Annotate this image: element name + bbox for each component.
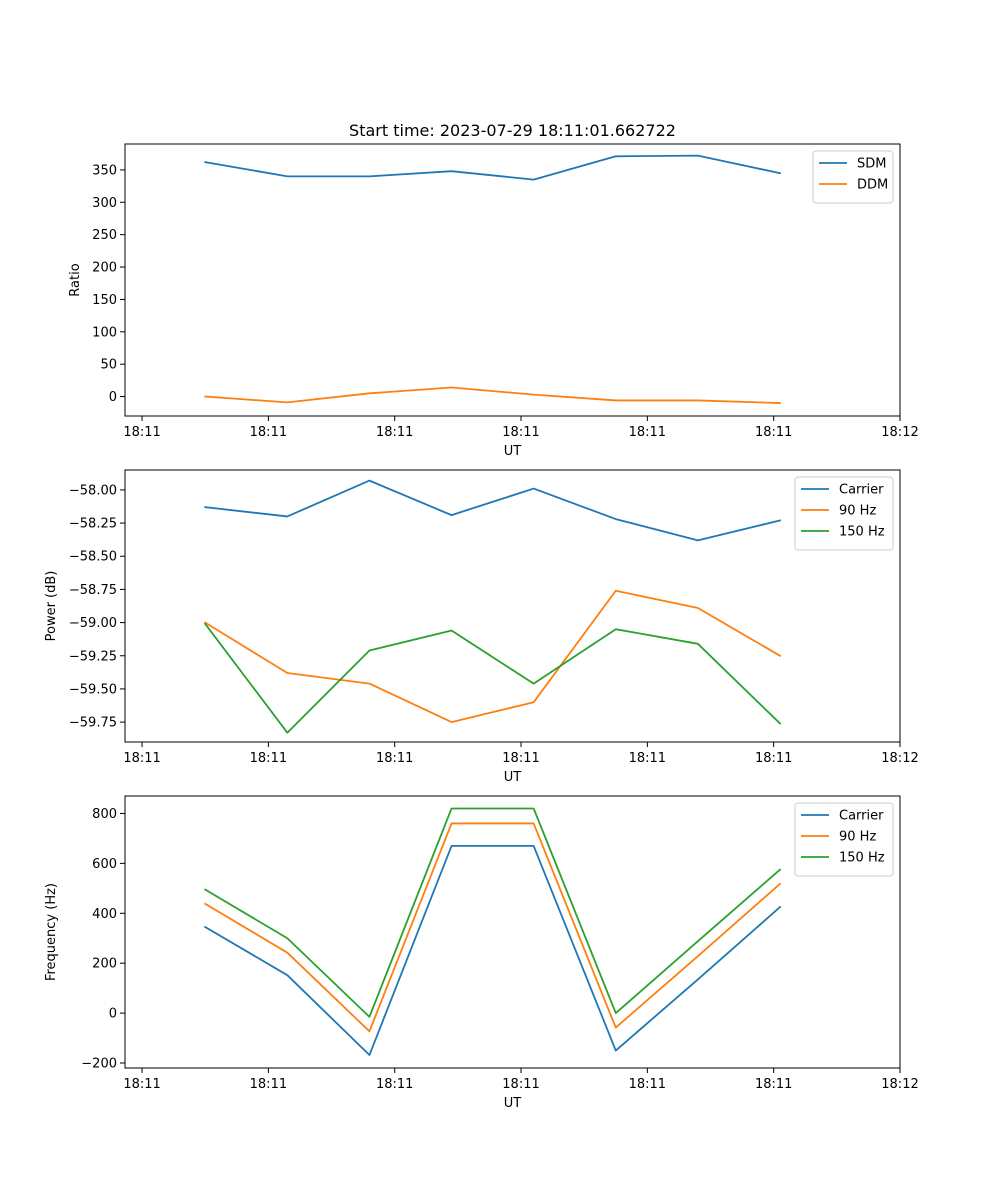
y-tick-label: 50: [100, 358, 117, 373]
x-tick-label: 18:11: [123, 1077, 160, 1092]
legend-label: SDM: [857, 157, 886, 172]
legend: Carrier 90 Hz 150 Hz: [794, 476, 894, 551]
x-tick-label: 18:12: [881, 425, 918, 440]
y-tick-label: 0: [109, 390, 117, 405]
x-tick-label: 18:11: [376, 425, 413, 440]
axes-frame: [124, 143, 901, 417]
series-line-carrier: [203, 845, 782, 1056]
axes-frame: [124, 469, 901, 743]
y-tick-label: 600: [92, 857, 117, 872]
series-line-carrier: [204, 479, 782, 542]
series-line-90-hz: [203, 589, 782, 723]
series-line-150-hz: [203, 622, 782, 734]
y-axis-label: Frequency (Hz): [44, 883, 59, 981]
legend-label: 150 Hz: [839, 525, 885, 540]
x-tick-label: 18:12: [881, 751, 918, 766]
legend-label: 150 Hz: [839, 851, 885, 866]
legend-label: 90 Hz: [839, 830, 876, 845]
y-tick-label: 100: [92, 325, 117, 340]
x-tick-label: 18:11: [376, 751, 413, 766]
x-tick-label: 18:11: [250, 425, 287, 440]
x-tick-label: 18:11: [123, 425, 160, 440]
axes-frame: [124, 795, 901, 1069]
y-tick-label: 200: [92, 957, 117, 972]
x-axis-label: UT: [504, 770, 522, 785]
legend-label: Carrier: [839, 483, 884, 498]
y-tick-label: −200: [81, 1057, 117, 1072]
y-axis-label: Ratio: [68, 263, 83, 296]
y-tick-label: 800: [92, 807, 117, 822]
subplot-1: 0 50 100 150 200 250 300 350 18:11 18:11 18:11 18:1…: [68, 143, 919, 459]
y-tick-label: −59.00: [69, 616, 117, 631]
chart-title: Start time: 2023-07-29 18:11:01.662722: [349, 121, 676, 140]
y-tick-label: −59.50: [69, 682, 117, 697]
y-tick-label: −58.50: [69, 550, 117, 565]
legend-label: DDM: [857, 178, 888, 193]
x-tick-label: 18:11: [250, 751, 287, 766]
x-tick-label: 18:11: [376, 1077, 413, 1092]
x-axis-label: UT: [504, 444, 522, 459]
series-line-90-hz: [203, 822, 782, 1033]
series-line-150-hz: [203, 807, 782, 1018]
series-line-ddm: [204, 386, 781, 404]
x-tick-label: 18:11: [755, 425, 792, 440]
legend: Carrier 90 Hz 150 Hz: [794, 802, 894, 877]
y-tick-label: 300: [92, 196, 117, 211]
x-axis-label: UT: [504, 1096, 522, 1111]
x-tick-label: 18:11: [755, 1077, 792, 1092]
subplot-3: −200 0 200 400 600 800 18:11 18:11 18:11 18:11 18:…: [44, 795, 919, 1111]
x-tick-label: 18:11: [502, 751, 539, 766]
legend: SDM DDM: [812, 150, 894, 204]
subplots: 0 50 100 150 200 250 300 350 18:11 18:11 18:11 18:1…: [44, 143, 919, 1111]
subplot-2: −58.00 −58.25 −58.50 −58.75 −59.00 −59.25 −59.…: [44, 469, 919, 785]
y-tick-label: −59.25: [69, 649, 117, 664]
x-tick-label: 18:11: [755, 751, 792, 766]
y-tick-label: −58.25: [69, 517, 117, 532]
y-tick-label: 400: [92, 907, 117, 922]
y-tick-label: 150: [92, 293, 117, 308]
y-tick-label: −58.75: [69, 583, 117, 598]
legend-box: [812, 150, 894, 204]
x-tick-label: 18:11: [250, 1077, 287, 1092]
x-tick-label: 18:11: [123, 751, 160, 766]
y-tick-label: −58.00: [69, 483, 117, 498]
y-tick-label: 250: [92, 228, 117, 243]
y-tick-label: −59.75: [69, 716, 117, 731]
series-line-sdm: [204, 154, 782, 181]
legend-label: Carrier: [839, 809, 884, 824]
y-tick-label: 350: [92, 163, 117, 178]
y-tick-label: 0: [109, 1007, 117, 1022]
x-tick-label: 18:11: [629, 425, 666, 440]
x-tick-label: 18:11: [502, 1077, 539, 1092]
x-tick-label: 18:12: [881, 1077, 918, 1092]
y-tick-label: 200: [92, 261, 117, 276]
x-tick-label: 18:11: [629, 751, 666, 766]
legend-label: 90 Hz: [839, 504, 876, 519]
y-axis-label: Power (dB): [44, 571, 59, 642]
x-tick-label: 18:11: [502, 425, 539, 440]
x-tick-label: 18:11: [629, 1077, 666, 1092]
